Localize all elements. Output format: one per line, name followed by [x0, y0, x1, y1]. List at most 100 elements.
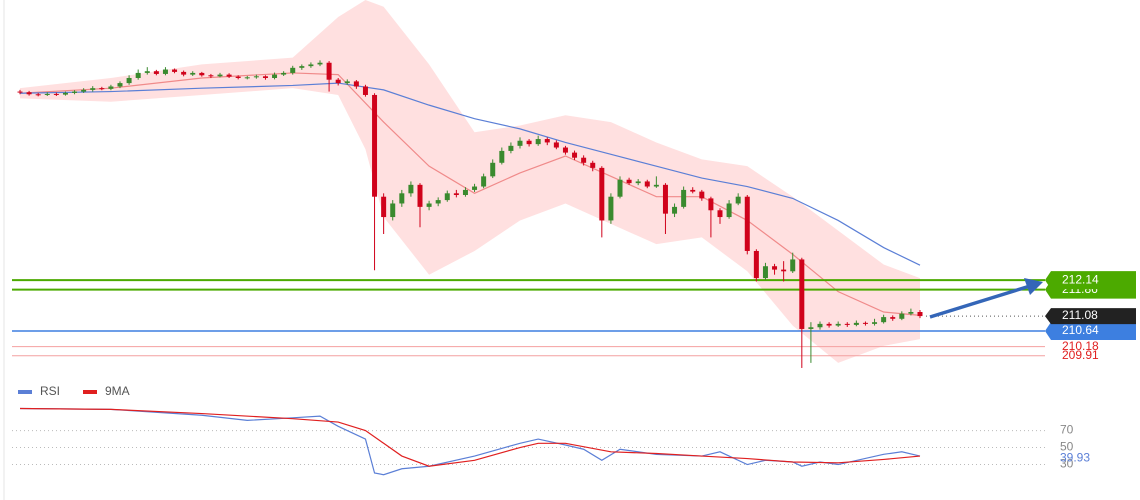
last-price-box	[1045, 308, 1136, 325]
candle-body	[72, 91, 78, 93]
candle-body	[190, 72, 196, 75]
candle-body	[581, 157, 587, 163]
candle-body	[53, 93, 59, 95]
y-tick-label: 50	[1060, 440, 1074, 454]
candle-body	[553, 142, 559, 148]
candle-body	[317, 62, 323, 65]
candle-body	[599, 167, 605, 221]
candle-body	[153, 71, 159, 74]
legend-swatch	[83, 390, 97, 394]
candle-body	[508, 145, 514, 151]
candle-body	[335, 79, 341, 84]
candle-body	[99, 88, 105, 90]
candle-body	[462, 189, 468, 196]
candle-body	[108, 86, 114, 89]
candle-body	[626, 179, 632, 184]
level-label-box	[1045, 271, 1136, 290]
candle-body	[372, 94, 378, 197]
candle-body	[772, 266, 778, 270]
level-label: 210.18	[1062, 339, 1099, 353]
last-value-label: 39.93	[1060, 450, 1090, 464]
candle-body	[690, 189, 696, 192]
candle-body	[181, 71, 187, 75]
candle-body	[44, 93, 50, 95]
candle-body	[117, 83, 123, 87]
candle-body	[717, 210, 723, 218]
trend-arrow	[929, 278, 1043, 319]
candle-body	[572, 152, 578, 158]
candle-body	[808, 327, 814, 329]
candle-body	[217, 74, 223, 77]
arrow-shaft	[929, 284, 1031, 319]
level-label: 209.91	[1062, 348, 1099, 362]
candle-body	[235, 76, 241, 79]
candle-body	[617, 179, 623, 197]
candle-body	[662, 184, 668, 214]
candle-body	[499, 150, 505, 163]
candle-body	[872, 322, 878, 324]
candle-body	[681, 189, 687, 207]
candle-body	[381, 196, 387, 218]
candle-body	[244, 77, 250, 79]
candle-body	[90, 88, 96, 90]
candle-body	[353, 81, 359, 87]
candle-body	[26, 92, 32, 95]
candle-body	[790, 259, 796, 272]
candle-body	[899, 313, 905, 319]
candle-body	[726, 203, 732, 218]
candle-body	[172, 69, 178, 72]
candle-body	[881, 317, 887, 323]
candle-body	[908, 312, 914, 314]
candle-body	[126, 78, 132, 84]
candle-body	[699, 191, 705, 199]
candle-body	[535, 139, 541, 145]
candle-body	[844, 323, 850, 325]
bollinger-band	[20, 0, 920, 363]
candle-body	[435, 200, 441, 204]
series-line	[19, 407, 921, 467]
candle-body	[708, 198, 714, 211]
arrow-head	[1024, 278, 1043, 295]
candle-body	[399, 193, 405, 204]
candle-body	[426, 203, 432, 207]
candle-body	[17, 91, 23, 93]
candle-body	[544, 139, 550, 143]
moving-average	[19, 82, 921, 266]
last-price-label: 211.08	[1062, 308, 1098, 322]
candle-body	[453, 193, 459, 196]
candle-body	[281, 72, 287, 75]
candle-body	[35, 94, 41, 96]
candle-body	[472, 186, 478, 190]
candle-body	[208, 75, 214, 77]
candle-body	[753, 250, 759, 279]
candle-body	[862, 322, 868, 324]
level-label: 210.64	[1062, 323, 1099, 337]
candle-body	[444, 193, 450, 201]
candle-body	[890, 317, 896, 319]
level-label: 212.14	[1062, 272, 1099, 286]
candle-body	[262, 76, 268, 79]
candle-body	[81, 89, 87, 92]
candle-body	[390, 203, 396, 218]
y-tick-label: 30	[1060, 457, 1074, 471]
candle-body	[608, 196, 614, 221]
candle-body	[735, 196, 741, 204]
candle-body	[481, 176, 487, 187]
rsi-pane: 70 50 30 RSI 9MA 39.93	[12, 384, 1090, 476]
candle-body	[517, 140, 523, 146]
candle-body	[253, 76, 259, 78]
candle-body	[826, 323, 832, 326]
candle-body	[835, 323, 841, 326]
candle-body	[653, 184, 659, 187]
candle-body	[817, 323, 823, 328]
candle-body	[162, 69, 168, 74]
candle-body	[308, 64, 314, 67]
candle-body	[917, 312, 923, 317]
candle-body	[799, 259, 805, 329]
candle-body	[562, 147, 568, 153]
legend-swatch	[18, 390, 32, 394]
candle-body	[290, 67, 296, 73]
candle-body	[762, 266, 768, 279]
